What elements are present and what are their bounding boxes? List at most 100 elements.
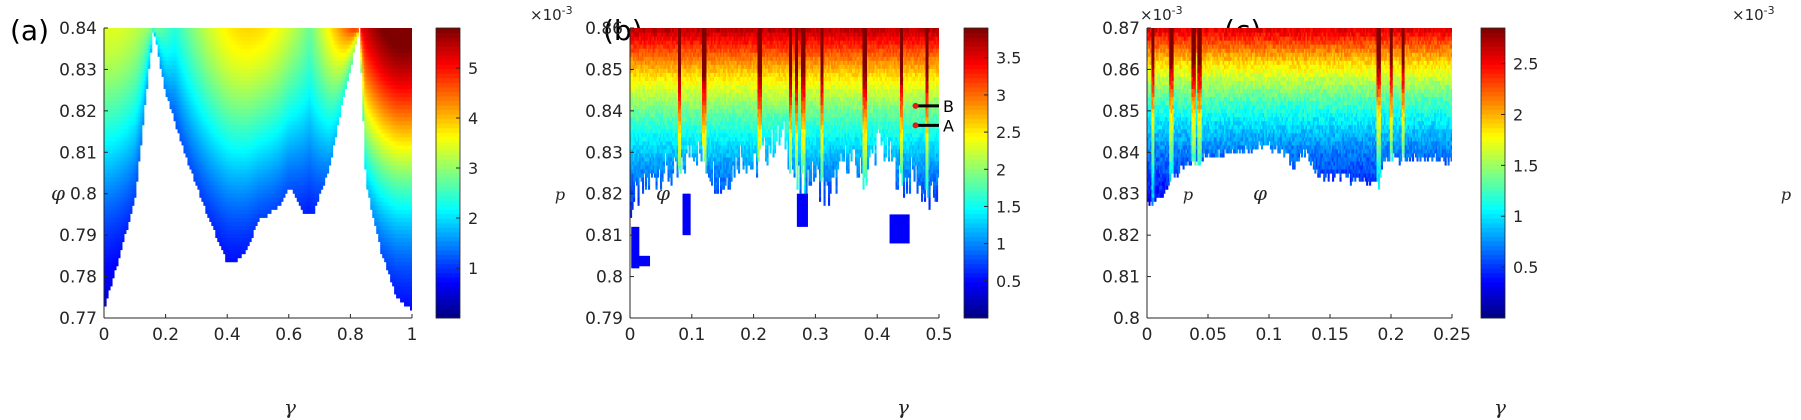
heatmap-cell: [117, 52, 121, 57]
heatmap-cell: [229, 48, 232, 53]
heatmap-cell: [344, 56, 348, 61]
heatmap-cell: [262, 60, 266, 65]
heatmap-cell: [266, 112, 270, 118]
heatmap-cell: [117, 209, 121, 214]
heatmap-cell: [320, 52, 324, 57]
heatmap-cell: [257, 128, 260, 134]
heatmap-cell: [233, 233, 236, 239]
heatmap-cell: [125, 32, 129, 37]
heatmap-cell: [298, 148, 302, 154]
heatmap-cell: [310, 120, 314, 126]
heatmap-cell: [127, 173, 131, 178]
heatmap-cell: [205, 140, 208, 146]
heatmap-cell: [185, 104, 189, 110]
heatmap-cell: [300, 173, 304, 178]
heatmap-cell: [225, 160, 228, 166]
heatmap-cell: [221, 84, 224, 90]
heatmap-cell: [322, 148, 326, 154]
heatmap-cell: [123, 36, 127, 41]
heatmap-cell: [223, 60, 226, 65]
heatmap-cell: [260, 148, 264, 154]
heatmap-cell: [105, 217, 109, 222]
heatmap-cell: [334, 56, 338, 61]
heatmap-cell: [117, 160, 121, 166]
heatmap-cell: [119, 160, 123, 166]
heatmap-cell: [308, 32, 312, 37]
heatmap-cell: [348, 28, 351, 33]
heatmap-cell: [266, 104, 270, 110]
heatmap-cell: [328, 84, 332, 90]
heatmap-cell: [237, 88, 240, 94]
heatmap-cell: [111, 116, 115, 122]
heatmap-cell: [292, 52, 296, 57]
heatmap-cell: [288, 185, 292, 190]
heatmap-cell: [189, 72, 193, 77]
heatmap-cell: [320, 80, 324, 85]
heatmap-cell: [227, 60, 230, 65]
heatmap-cell: [294, 56, 298, 61]
heatmap-cell: [334, 112, 338, 118]
heatmap-cell: [223, 217, 226, 222]
heatmap-cell: [227, 48, 230, 53]
heatmap-cell: [362, 116, 365, 122]
heatmap-cell: [153, 32, 157, 37]
heatmap-cell: [121, 156, 125, 162]
heatmap-cell: [171, 84, 175, 90]
heatmap-cell: [111, 261, 115, 267]
heatmap-cell: [223, 40, 226, 45]
heatmap-cell: [253, 152, 256, 158]
heatmap-cell: [203, 84, 206, 90]
heatmap-cell: [338, 112, 342, 118]
heatmap-cell: [171, 32, 175, 37]
heatmap-cell: [274, 132, 278, 138]
heatmap-cell: [207, 168, 210, 174]
heatmap-cell: [260, 36, 264, 41]
heatmap-cell: [131, 177, 135, 182]
heatmap-cell: [107, 136, 111, 142]
heatmap-cell: [288, 124, 292, 130]
heatmap-cell: [362, 92, 365, 98]
heatmap-cell: [231, 233, 234, 239]
heatmap-cell: [197, 160, 200, 166]
heatmap-cell: [330, 56, 334, 61]
heatmap-cell: [105, 209, 109, 214]
heatmap-cell: [308, 40, 312, 45]
heatmap-cell: [292, 136, 296, 142]
heatmap-cell: [253, 120, 256, 126]
heatmap-cell: [123, 140, 127, 146]
heatmap-cell: [243, 201, 246, 206]
heatmap-cell: [225, 76, 228, 81]
heatmap-cell: [115, 136, 119, 142]
heatmap-cell: [298, 48, 302, 53]
heatmap-cell: [266, 144, 270, 150]
heatmap-cell: [312, 84, 316, 90]
heatmap-cell: [173, 36, 177, 41]
heatmap-cell: [195, 104, 198, 110]
heatmap-cell: [115, 221, 119, 226]
heatmap-cell: [175, 120, 179, 126]
heatmap-cell: [348, 40, 351, 45]
heatmap-cell: [113, 160, 117, 166]
heatmap-cell: [209, 56, 212, 61]
heatmap-cell: [262, 36, 266, 41]
heatmap-cell: [185, 68, 189, 73]
heatmap-cell: [241, 40, 244, 45]
heatmap-cell: [247, 173, 250, 178]
heatmap-cell: [213, 28, 216, 33]
heatmap-cell: [227, 124, 230, 130]
heatmap-cell: [290, 52, 294, 57]
heatmap-cell: [332, 48, 336, 53]
heatmap-cell: [169, 96, 173, 102]
heatmap-cell: [225, 112, 228, 118]
heatmap-cell: [127, 201, 131, 206]
heatmap-cell: [139, 40, 143, 45]
heatmap-cell: [107, 257, 111, 263]
heatmap-cell: [131, 136, 135, 142]
heatmap-cell: [199, 76, 202, 81]
heatmap-cell: [300, 193, 304, 198]
heatmap-cell: [294, 193, 298, 198]
heatmap-cell: [123, 124, 127, 130]
heatmap-cell: [225, 177, 228, 182]
heatmap-cell: [183, 76, 187, 81]
heatmap-cell: [249, 104, 252, 110]
